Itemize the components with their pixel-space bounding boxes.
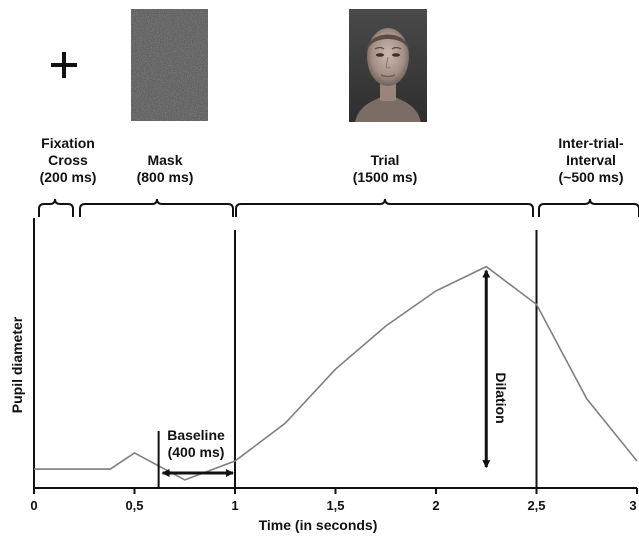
phase-label-trial: Trial (1500 ms) xyxy=(352,152,418,185)
fixation-cross-icon xyxy=(51,52,77,78)
brace-iti xyxy=(538,198,639,217)
dilation-label: Dilation xyxy=(493,372,509,423)
y-axis-label: Pupil diameter xyxy=(9,316,25,413)
x-tick-label: 2,5 xyxy=(527,498,545,513)
noise-mask-image xyxy=(131,9,208,121)
phase-braces xyxy=(38,198,639,217)
baseline-label-line2: (400 ms) xyxy=(168,444,225,460)
x-tick-label: 1,5 xyxy=(326,498,344,513)
baseline-label-line1: Baseline xyxy=(167,427,225,443)
x-tick-label: 2 xyxy=(432,498,439,513)
face-stimulus-image xyxy=(349,9,427,122)
x-tick-label: 0 xyxy=(30,498,37,513)
x-tick-label: 1 xyxy=(231,498,238,513)
phase-label-mask: Mask (800 ms) xyxy=(136,152,194,185)
x-axis-label: Time (in seconds) xyxy=(259,517,378,533)
brace-fixation xyxy=(38,198,74,217)
phase-label-iti: Inter-trial- Interval (~500 ms) xyxy=(558,135,624,185)
pupil-series-line xyxy=(34,265,638,481)
brace-trial xyxy=(235,198,534,217)
x-tick-label: 0,5 xyxy=(125,498,143,513)
brace-mask xyxy=(79,198,234,217)
phase-label-fixation: Fixation Cross (200 ms) xyxy=(39,135,97,185)
x-tick-label: 3 xyxy=(629,498,636,513)
